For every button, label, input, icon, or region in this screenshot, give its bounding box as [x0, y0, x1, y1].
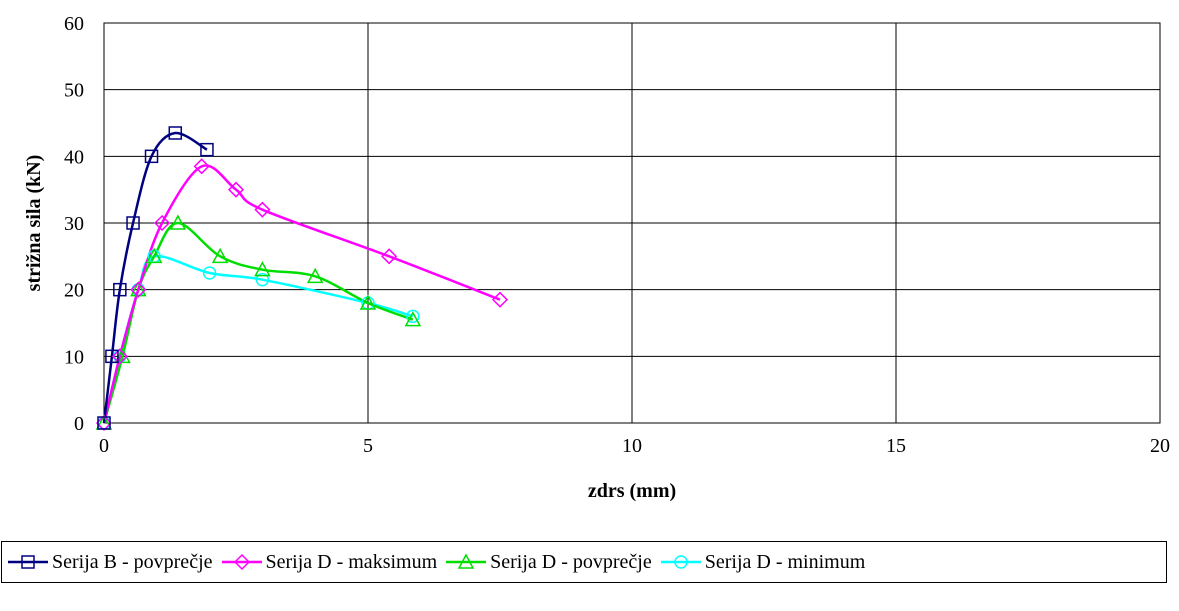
y-tick-labels: 0 10 20 30 40 50 60: [64, 13, 84, 435]
legend: Serija B - povprečje Serija D - maksimum S…: [1, 541, 1167, 583]
data-point: [255, 272, 270, 287]
legend-swatch: [660, 555, 701, 569]
legend-label: Serija D - maksimum: [265, 550, 438, 573]
legend-item: Serija B - povprečje: [8, 551, 213, 574]
legend-marker: [674, 555, 688, 569]
legend-label: Serija D - minimum: [704, 550, 866, 573]
legend-item: Serija D - minimum: [660, 550, 866, 574]
data-point: [306, 267, 324, 284]
chart: 0 5 10 15 20 0 10 20 30 40 50 60 zdrs (mm) strižna…: [23, 13, 1170, 502]
y-tick-label: 50: [64, 80, 84, 102]
x-axis-title: zdrs (mm): [588, 480, 676, 502]
data-point: [95, 414, 113, 432]
x-tick-labels: 0 5 10 15 20: [99, 435, 1170, 457]
data-point: [254, 201, 271, 218]
legend-item: Serija D - maksimum: [221, 550, 438, 574]
data-point: [169, 214, 187, 230]
data-point: [202, 266, 217, 280]
x-tick-label: 15: [886, 435, 906, 457]
y-tick-label: 10: [64, 346, 84, 368]
data-point: [130, 281, 147, 298]
data-point: [381, 248, 398, 265]
data-point: [111, 348, 128, 365]
series-line: [102, 221, 414, 424]
data-point: [144, 149, 159, 164]
y-tick-label: 40: [64, 146, 84, 168]
y-axis-title: strižna sila (kN): [23, 155, 45, 292]
legend-label: Serija B - povprečje: [52, 550, 213, 573]
y-tick-label: 30: [64, 213, 84, 235]
data-point: [126, 216, 140, 230]
legend-marker: [21, 555, 35, 569]
legend-marker: [233, 553, 250, 571]
legend-swatch: [221, 553, 262, 571]
legend-marker: [457, 553, 475, 569]
x-tick-label: 10: [622, 435, 642, 457]
data-point: [105, 349, 119, 364]
legend-item: Serija D - povprečje: [446, 551, 652, 574]
data-point: [227, 181, 245, 198]
data-point: [254, 261, 271, 277]
legend-swatch: [446, 553, 487, 569]
x-tick-label: 20: [1150, 435, 1170, 457]
y-tick-label: 20: [64, 280, 84, 302]
data-point: [406, 309, 420, 324]
y-tick-label: 60: [64, 13, 84, 35]
legend-swatch: [8, 555, 48, 569]
data-point: [97, 416, 111, 430]
x-tick-label: 5: [363, 435, 373, 457]
grid-lines: [103, 22, 1161, 424]
data-point: [491, 291, 509, 308]
data-point: [168, 126, 183, 140]
series-markers: [95, 126, 509, 432]
y-tick-label: 0: [74, 413, 84, 435]
data-point: [200, 142, 214, 157]
data-point: [211, 247, 229, 264]
data-point: [359, 294, 377, 310]
data-point: [113, 282, 127, 297]
data-point: [404, 311, 422, 327]
x-tick-label: 0: [99, 435, 109, 457]
data-point: [193, 158, 210, 175]
data-point: [154, 214, 171, 232]
data-point: [145, 247, 163, 264]
series-line: [102, 164, 501, 424]
legend-label: Serija D - povprečje: [490, 550, 652, 573]
